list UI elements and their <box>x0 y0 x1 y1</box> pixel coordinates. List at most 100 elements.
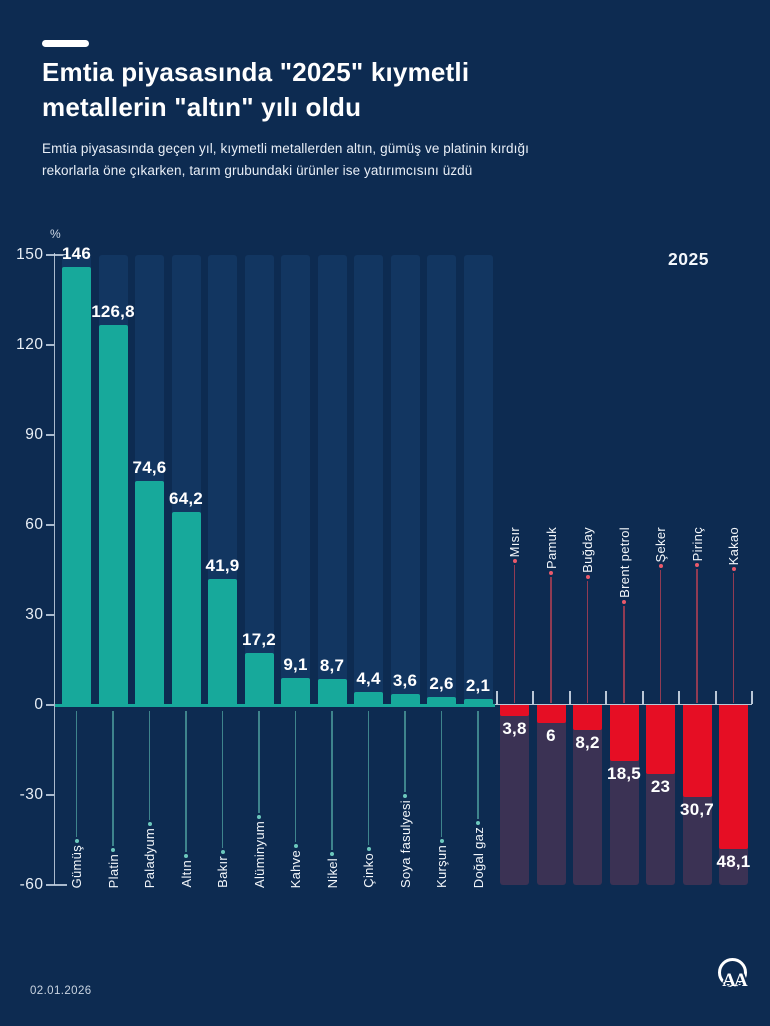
y-axis-tick <box>45 884 54 886</box>
subtitle-line2: rekorlarla öne çıkarken, tarım grubundak… <box>42 163 473 178</box>
leader-line <box>732 573 735 703</box>
column-track <box>244 255 274 705</box>
zero-axis-tick <box>240 690 243 704</box>
bar-value-label: 48,1 <box>716 852 751 872</box>
bar-value-label: 6 <box>546 726 556 745</box>
leader-line <box>586 580 589 703</box>
category-label: Doğal gaz <box>470 826 486 888</box>
category-label: Alüminyum <box>251 821 267 888</box>
y-axis-tick <box>45 344 54 346</box>
leader-line <box>112 711 114 846</box>
y-axis-tick-label: 60 <box>25 516 44 533</box>
y-axis-tick <box>45 524 54 526</box>
zero-axis-tick <box>459 690 462 704</box>
zero-axis-tick <box>714 691 717 704</box>
bar-0 <box>62 267 91 705</box>
leader-dot <box>330 851 334 856</box>
page-title-line2: metallerin "altın" yılı oldu <box>42 92 362 122</box>
bar-value-label: 64,2 <box>169 489 203 509</box>
leader-line <box>331 711 333 850</box>
zero-axis-tick <box>203 690 206 704</box>
zero-axis-tick <box>495 691 498 704</box>
bar-7 <box>317 678 347 705</box>
leader-line <box>696 569 698 703</box>
leader-dot <box>184 854 188 859</box>
accent-dash <box>42 40 89 47</box>
leader-line <box>294 711 297 842</box>
y-axis-tick-label: -30 <box>19 786 44 803</box>
category-column: Nikel <box>314 711 351 888</box>
leader-line <box>659 570 662 703</box>
category-column: Gümüş <box>58 711 95 888</box>
bar-value-label: 9,1 <box>283 654 308 674</box>
y-axis-tick-label: 90 <box>25 426 44 443</box>
y-axis-tick <box>45 254 54 256</box>
category-label: Çinko <box>361 853 376 888</box>
leader-dot <box>147 821 152 826</box>
column-track <box>463 255 493 705</box>
bar-14 <box>573 705 602 730</box>
y-axis-tick-label: -60 <box>19 876 44 893</box>
bar-17 <box>682 705 712 798</box>
category-column: Pamuk <box>533 527 570 703</box>
bar-18 <box>719 705 748 850</box>
bar-value-label: 17,2 <box>242 630 276 650</box>
y-axis-tick-label: 30 <box>25 606 44 623</box>
leader-dot <box>476 820 480 825</box>
leader-dot <box>293 843 298 848</box>
leader-line <box>75 711 78 837</box>
zero-axis-tick <box>94 690 97 704</box>
bar-value-label: 8,7 <box>319 655 345 675</box>
zero-axis-tick <box>532 691 534 704</box>
zero-axis-tick <box>641 691 644 704</box>
bar-1 <box>98 324 128 705</box>
y-axis-corner-foot <box>53 254 67 256</box>
leader-dot <box>658 564 663 569</box>
bar-value-label: 74,6 <box>132 458 167 478</box>
bar-value-label: 18,5 <box>607 763 641 783</box>
bar-value-label: 30,7 <box>680 800 714 820</box>
category-column: Bakır <box>204 711 241 888</box>
zero-axis-tick <box>678 691 680 704</box>
leader-dot <box>257 815 261 819</box>
column-track <box>354 255 383 705</box>
leader-line <box>404 711 406 792</box>
column-track <box>317 255 347 705</box>
leader-dot <box>439 839 444 843</box>
leader-dot <box>403 793 407 798</box>
y-axis-line <box>53 253 55 885</box>
leader-line <box>258 711 260 813</box>
category-label: Kakao <box>726 527 741 566</box>
bar-3 <box>171 512 201 705</box>
bar-9 <box>390 694 420 705</box>
category-label: Platin <box>105 853 121 888</box>
bar-4 <box>208 579 237 705</box>
y-axis-tick-label: 0 <box>34 696 44 713</box>
category-column: Brent petrol <box>606 527 643 703</box>
category-label: Kahve <box>288 849 303 888</box>
logo-letters: AA <box>722 970 747 991</box>
zero-axis-tick <box>750 691 753 704</box>
category-column: Alüminyum <box>241 711 278 888</box>
leader-line <box>185 711 187 853</box>
y-axis-tick <box>45 434 54 436</box>
bar-value-label: 23 <box>650 777 671 796</box>
publish-date: 02.01.2026 <box>30 985 92 997</box>
category-column: Doğal gaz <box>460 711 497 888</box>
bar-16 <box>646 705 675 774</box>
category-column: Platin <box>95 711 132 888</box>
category-column: Soya fasulyesi <box>387 711 424 888</box>
bar-10 <box>427 697 456 705</box>
leader-line <box>367 711 370 846</box>
column-track <box>390 255 420 705</box>
leader-dot <box>111 847 115 852</box>
category-column: Kahve <box>277 711 314 888</box>
bar-value-label: 126,8 <box>91 301 135 321</box>
bar-13 <box>536 705 566 723</box>
column-track <box>427 255 456 705</box>
category-label: Soya fasulyesi <box>397 799 413 888</box>
leader-line <box>221 711 224 849</box>
bar-value-label: 8,2 <box>575 732 600 752</box>
category-label: Pamuk <box>543 527 559 569</box>
